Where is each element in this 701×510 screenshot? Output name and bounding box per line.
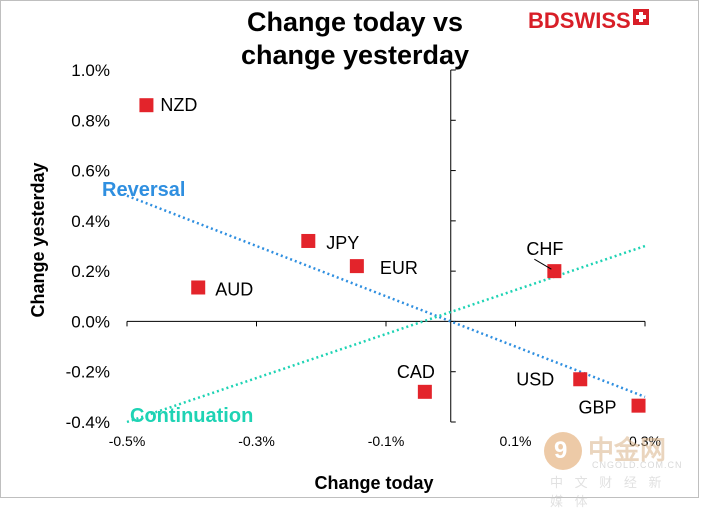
brand-swiss-text: SWISS — [559, 8, 631, 33]
x-tick-label: -0.1% — [368, 433, 405, 449]
cngold-logo-glyph: 9 — [554, 437, 568, 464]
point-label-chf: CHF — [526, 239, 563, 259]
y-tick-label: -0.4% — [66, 413, 110, 432]
y-tick-label: 0.2% — [71, 262, 110, 281]
point-chf — [547, 264, 562, 279]
point-label-nzd: NZD — [160, 95, 197, 115]
point-gbp — [631, 398, 646, 413]
point-jpy — [301, 233, 316, 248]
point-nzd — [139, 98, 154, 113]
watermark-name: 中金网 — [588, 435, 667, 465]
y-tick-label: 0.8% — [71, 111, 110, 130]
cngold-logo-icon: 9 — [544, 432, 582, 470]
point-usd — [573, 372, 588, 387]
y-tick-label: 0.0% — [71, 312, 110, 331]
point-aud — [191, 280, 206, 295]
point-cad — [417, 384, 432, 399]
x-tick-label: -0.5% — [109, 433, 146, 449]
point-eur — [349, 259, 364, 274]
point-label-usd: USD — [516, 369, 554, 389]
watermark-domain: CNGOLD.COM.CN — [592, 460, 683, 470]
axes: -0.4% -0.2% 0.0% 0.2% 0.4% 0.6% 0.8% 1.0% -0.5% -… — [66, 61, 661, 449]
chart-title-line-2: change yesterday — [240, 40, 470, 70]
chart-title-line-1: Change today vs — [246, 7, 464, 37]
x-tick-label: 0.1% — [500, 433, 532, 449]
chart-frame — [0, 0, 699, 498]
swiss-cross-icon — [632, 9, 649, 25]
x-axis-title: Change today — [314, 473, 434, 493]
point-label-aud: AUD — [215, 279, 253, 299]
leader-line-chf — [534, 258, 552, 270]
data-points: NZD JPY EUR AUD CHF CAD USD GBP — [139, 95, 646, 418]
point-label-jpy: JPY — [326, 233, 359, 253]
point-label-cad: CAD — [397, 362, 435, 382]
y-tick-label: -0.2% — [66, 363, 110, 382]
y-tick-label: 0.6% — [71, 162, 110, 181]
trend-lines: Reversal Continuation — [102, 179, 646, 427]
y-tick-label: 1.0% — [71, 61, 110, 80]
x-tick-label: -0.3% — [238, 433, 275, 449]
point-label-eur: EUR — [380, 258, 418, 278]
continuation-label: Continuation — [130, 405, 253, 427]
x-tick-label: 0.3% — [629, 433, 661, 449]
brand-bd-text: BD — [528, 8, 560, 33]
reversal-label: Reversal — [102, 179, 185, 201]
point-label-gbp: GBP — [579, 398, 617, 418]
brand-logo: BD SWISS — [528, 8, 649, 34]
cngold-watermark: 9 中金网 CNGOLD.COM.CN 中 文 财 经 新 媒 体 — [540, 430, 690, 509]
reversal-line — [126, 194, 646, 399]
chart-title: Change today vs change yesterday — [190, 6, 520, 72]
watermark-subtitle: 中 文 财 经 新 媒 体 — [550, 475, 666, 509]
y-tick-label: 0.4% — [71, 212, 110, 231]
